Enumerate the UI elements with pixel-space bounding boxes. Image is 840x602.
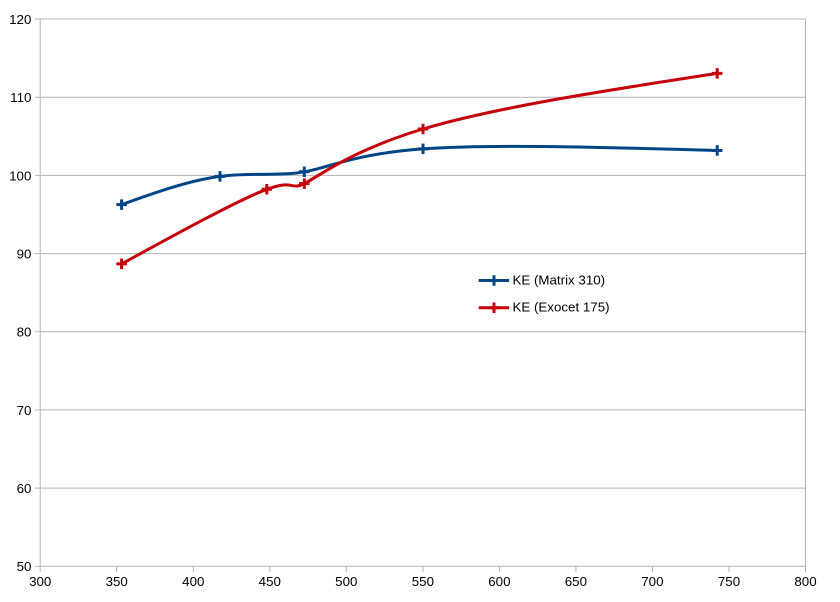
svg-text:60: 60 xyxy=(17,481,32,496)
svg-text:KE (Exocet 175): KE (Exocet 175) xyxy=(513,300,610,315)
svg-text:450: 450 xyxy=(259,574,281,589)
svg-text:120: 120 xyxy=(9,12,31,27)
svg-text:70: 70 xyxy=(17,403,32,418)
svg-text:300: 300 xyxy=(29,574,51,589)
svg-text:110: 110 xyxy=(10,90,31,105)
svg-text:50: 50 xyxy=(17,559,32,574)
svg-text:80: 80 xyxy=(17,325,32,340)
svg-text:350: 350 xyxy=(106,574,128,589)
svg-text:100: 100 xyxy=(9,168,31,183)
svg-text:700: 700 xyxy=(641,574,663,589)
svg-text:90: 90 xyxy=(17,247,32,262)
svg-text:500: 500 xyxy=(335,574,357,589)
svg-text:KE (Matrix 310): KE (Matrix 310) xyxy=(513,272,606,287)
svg-text:650: 650 xyxy=(565,574,587,589)
svg-text:400: 400 xyxy=(182,574,204,589)
svg-text:800: 800 xyxy=(794,574,816,589)
svg-text:600: 600 xyxy=(488,574,510,589)
svg-text:550: 550 xyxy=(412,574,434,589)
svg-text:750: 750 xyxy=(718,574,740,589)
